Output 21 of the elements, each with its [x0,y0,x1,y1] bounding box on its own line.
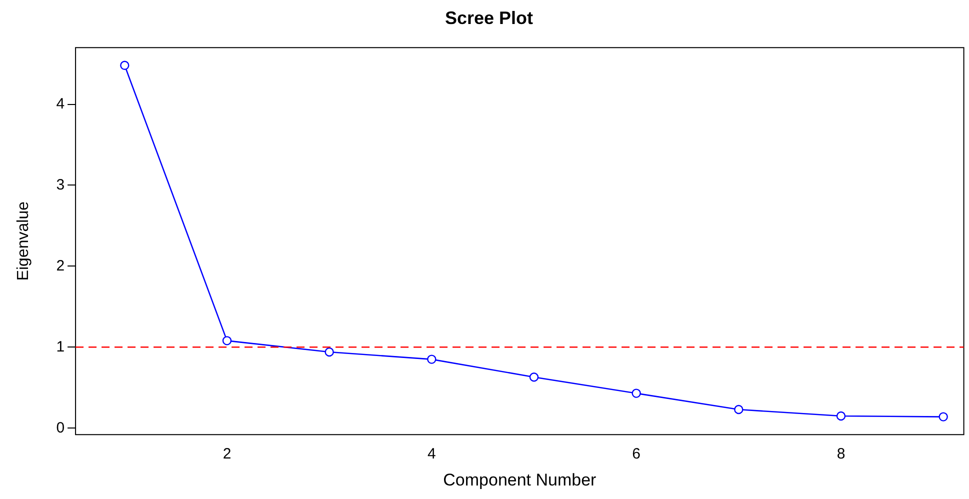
chart-title: Scree Plot [444,8,534,28]
point [529,372,539,382]
point [120,60,130,70]
point [632,388,641,398]
y-tick-label: 4 [56,95,65,112]
x-tick-label: 8 [836,446,846,463]
point [427,354,436,364]
x-tick-label: 2 [222,446,232,463]
point [938,412,948,422]
point [324,347,334,357]
x-tick-label: 4 [427,446,436,463]
y-tick-label: 2 [56,257,65,274]
y-tick-label: 1 [56,338,65,356]
y-tick-label: 0 [56,419,65,436]
point [734,404,744,414]
point [836,411,846,421]
point [222,336,232,346]
x-tick-label: 6 [632,446,641,463]
x-axis-title: Component Number [443,470,597,490]
y-axis-title: Eigenvalue [15,201,32,281]
y-tick-label: 3 [56,176,65,194]
